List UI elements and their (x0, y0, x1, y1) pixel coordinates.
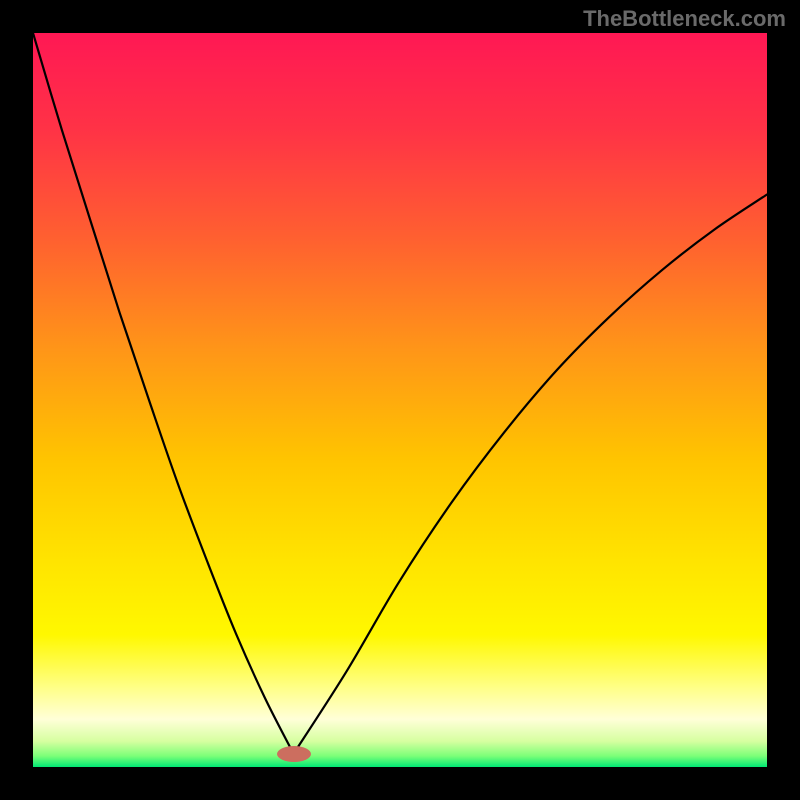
watermark-text: TheBottleneck.com (583, 6, 786, 32)
curve-path (33, 33, 767, 754)
bottleneck-curve (33, 33, 767, 767)
plot-area (33, 33, 767, 767)
vertex-marker (277, 746, 311, 762)
